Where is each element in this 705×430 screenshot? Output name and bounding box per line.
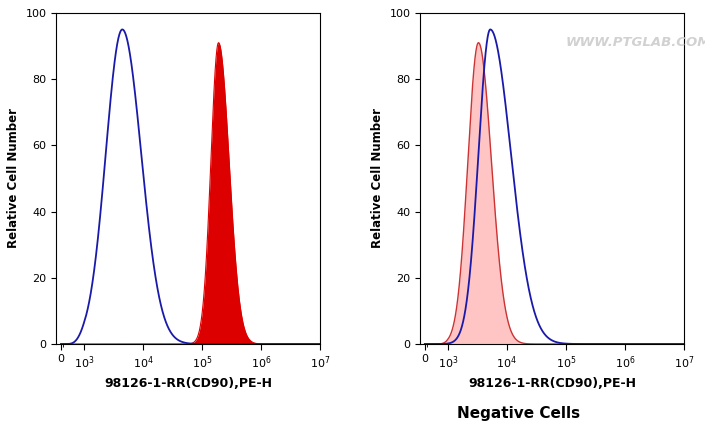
X-axis label: 98126-1-RR(CD90),PE-H: 98126-1-RR(CD90),PE-H [104,377,272,390]
Y-axis label: Relative Cell Number: Relative Cell Number [371,108,384,249]
Y-axis label: Relative Cell Number: Relative Cell Number [7,108,20,249]
Text: Negative Cells: Negative Cells [457,406,580,421]
Text: WWW.PTGLAB.COM: WWW.PTGLAB.COM [565,36,705,49]
X-axis label: 98126-1-RR(CD90),PE-H: 98126-1-RR(CD90),PE-H [468,377,636,390]
